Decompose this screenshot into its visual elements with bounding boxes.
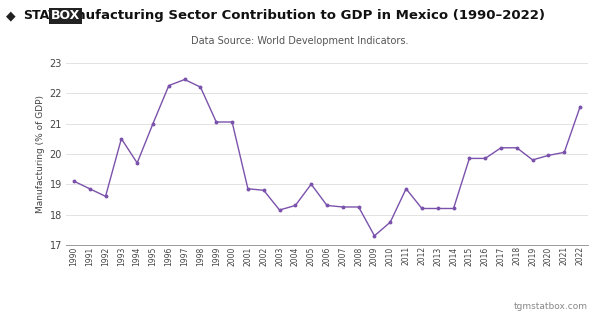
Text: BOX: BOX <box>51 9 80 22</box>
Text: Manufacturing Sector Contribution to GDP in Mexico (1990–2022): Manufacturing Sector Contribution to GDP… <box>55 9 545 22</box>
Text: STAT: STAT <box>23 9 56 22</box>
Text: tgmstatbox.com: tgmstatbox.com <box>514 302 588 311</box>
Y-axis label: Manufacturing (% of GDP): Manufacturing (% of GDP) <box>36 95 45 213</box>
Text: Data Source: World Development Indicators.: Data Source: World Development Indicator… <box>191 36 409 46</box>
Text: ◆: ◆ <box>6 9 20 22</box>
